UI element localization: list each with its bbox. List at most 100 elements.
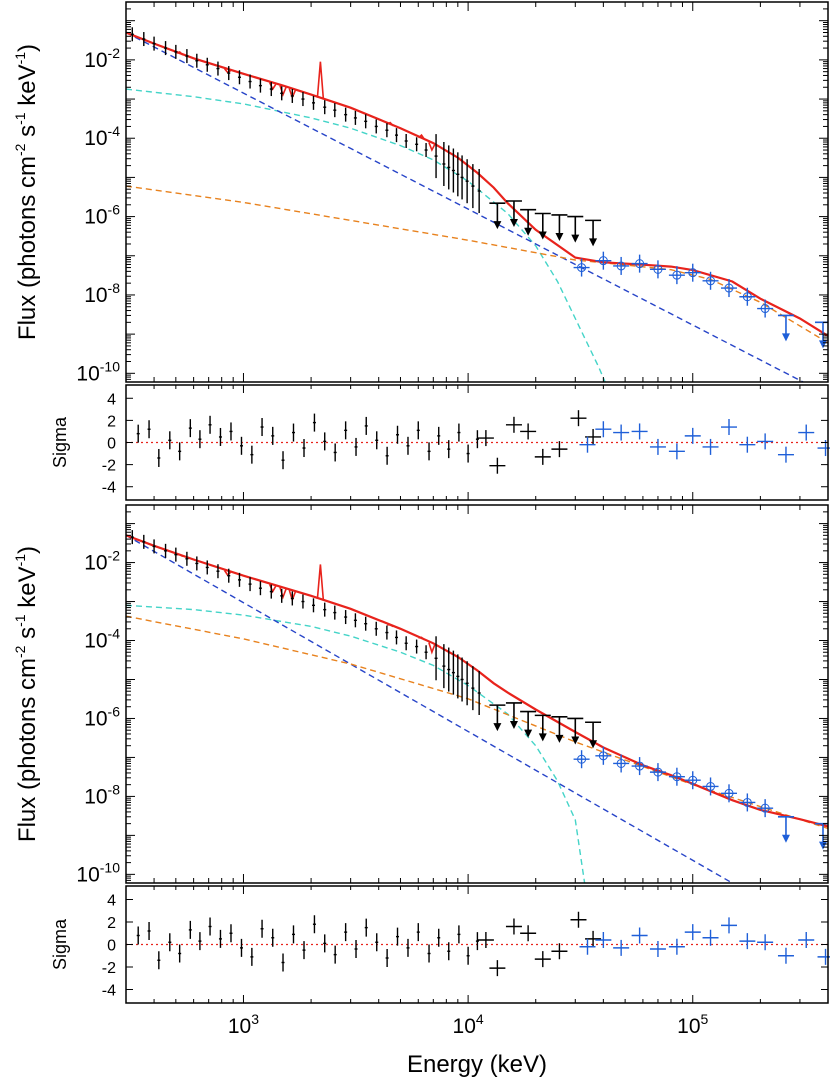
sigma-tick-label: 4	[107, 391, 116, 408]
residual-point	[466, 444, 470, 463]
residual-point	[302, 941, 306, 960]
emission-line	[418, 636, 425, 641]
upper-limit	[489, 202, 506, 230]
residual-point	[631, 927, 648, 944]
data-point	[174, 44, 178, 59]
data-point	[394, 128, 398, 143]
y-tick-label: 10-8	[84, 280, 120, 307]
data-point	[301, 92, 305, 107]
spectrum-plot-area-top	[126, 27, 828, 382]
data-point	[164, 543, 168, 558]
data-point	[227, 66, 231, 81]
residual-point	[344, 421, 348, 440]
residual-point	[437, 928, 441, 947]
data-point	[424, 143, 428, 158]
x-tick-label: 103	[228, 1011, 259, 1038]
data-point-high	[721, 279, 738, 298]
upper-limit	[505, 200, 522, 227]
x-axis: 103 104 105 Energy (keV)	[228, 1011, 709, 1078]
sigma-tick-label: 0	[107, 938, 116, 955]
data-point	[353, 110, 357, 125]
residual-point	[447, 440, 451, 459]
data-point-high	[702, 271, 719, 290]
data-point	[205, 57, 209, 72]
data-point	[185, 49, 189, 64]
spectrum-panel-top: 10-2 10-4 10-6 10-8 10-10 Flux (photons cm-2 …	[12, 1, 829, 385]
upper-limit	[585, 219, 602, 247]
residual-point	[668, 938, 685, 955]
residual-point	[198, 430, 202, 449]
data-point	[323, 100, 327, 115]
y-axis-label: Flux (photons cm-2 s-1 keV-1)	[12, 44, 41, 340]
data-point	[415, 639, 419, 654]
data-point-high	[595, 251, 612, 270]
data-point-high	[649, 260, 666, 279]
emission-line	[387, 623, 394, 628]
residual-point	[188, 419, 192, 438]
data-point	[465, 661, 469, 706]
residual-point	[406, 436, 410, 455]
data-point	[434, 636, 438, 681]
residual-point	[385, 949, 389, 967]
residual-point	[208, 917, 212, 936]
emission-line	[386, 121, 394, 127]
emission-line	[316, 61, 325, 100]
data-point	[216, 61, 220, 76]
data-point	[447, 647, 451, 692]
data-point	[404, 133, 408, 148]
data-point	[311, 95, 315, 110]
upper-limit-high	[777, 815, 794, 843]
residual-point	[757, 433, 774, 450]
data-point	[216, 564, 220, 579]
residual-point	[271, 928, 275, 947]
upper-limit	[567, 717, 584, 745]
data-point	[451, 148, 455, 193]
residual-point	[291, 423, 295, 442]
hard-curve	[126, 185, 828, 344]
residual-point	[477, 430, 494, 447]
data-point	[477, 671, 481, 716]
residual-point	[229, 924, 233, 943]
residual-point	[229, 422, 233, 441]
sigma-tick-label: -2	[102, 458, 116, 475]
residual-point	[375, 933, 379, 952]
data-point	[404, 636, 408, 651]
sigma-tick-label: -4	[102, 983, 116, 1000]
spectrum-plot-area-bottom	[126, 530, 828, 883]
y-tick-label: 10-8	[84, 781, 120, 808]
residual-point	[198, 932, 202, 951]
residual-point	[475, 430, 479, 449]
residual-point	[739, 933, 756, 950]
upper-limit	[534, 212, 551, 240]
residual-point	[579, 436, 596, 453]
y-tick-label: 10-2	[84, 45, 120, 72]
data-point-high	[631, 254, 648, 273]
data-point-high	[757, 299, 774, 318]
data-point-high	[668, 767, 685, 786]
data-point	[311, 598, 315, 613]
data-point	[374, 621, 378, 636]
residual-point	[147, 922, 151, 940]
residual-point	[551, 441, 568, 458]
residual-point	[520, 423, 537, 440]
spectrum-frame	[125, 1, 829, 383]
upper-limit	[534, 714, 551, 742]
residual-point	[323, 432, 327, 451]
data-point	[456, 654, 460, 699]
residual-point	[649, 438, 666, 455]
data-point	[471, 164, 475, 209]
residual-point	[271, 426, 275, 445]
powerlaw-curve	[126, 31, 804, 382]
upper-limit	[551, 214, 568, 241]
residual-point	[505, 918, 522, 935]
residual-point	[333, 443, 337, 462]
data-point	[385, 625, 389, 640]
total-curve	[126, 31, 828, 337]
powerlaw-curve	[126, 534, 733, 883]
residual-point	[631, 423, 648, 440]
data-point	[258, 78, 262, 93]
residual-point	[457, 423, 461, 442]
residual-point	[250, 947, 254, 966]
residual-point	[178, 442, 182, 461]
